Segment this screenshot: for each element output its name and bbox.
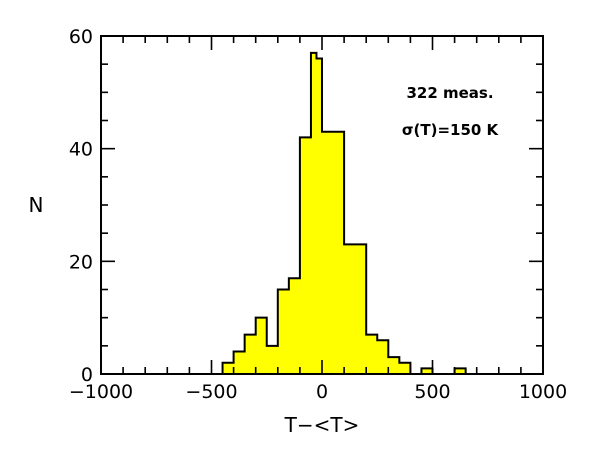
histogram-bin xyxy=(239,351,246,374)
histogram-bin xyxy=(344,244,351,374)
y-tick-label: 60 xyxy=(69,26,93,48)
histogram-bin xyxy=(421,368,428,374)
histogram-bin xyxy=(366,334,373,374)
histogram-bin xyxy=(228,362,234,374)
histogram-bin xyxy=(316,58,323,375)
histogram-bin xyxy=(277,289,284,374)
y-axis-title: N xyxy=(29,193,44,217)
x-tick-label: 500 xyxy=(414,381,450,403)
histogram-bin xyxy=(333,131,339,374)
axis-ticks xyxy=(100,35,544,375)
histogram-bin xyxy=(288,278,295,374)
histogram-bin xyxy=(327,131,334,374)
histogram-bins xyxy=(222,52,467,375)
histogram-bin xyxy=(305,137,312,374)
x-tick-label: 0 xyxy=(316,381,328,403)
histogram-bin xyxy=(233,351,240,374)
measurement-count-annotation: 322 meas. xyxy=(406,84,493,102)
histogram-bin xyxy=(222,362,229,374)
histogram-bin xyxy=(382,340,389,374)
histogram-bin xyxy=(426,368,433,374)
y-tick-label: 0 xyxy=(81,364,93,386)
histogram-bin xyxy=(322,131,328,374)
sigma-annotation: σ(T)=150 K xyxy=(402,121,500,139)
histogram-bin xyxy=(454,368,461,374)
histogram-bin xyxy=(360,244,367,374)
histogram-bin xyxy=(272,345,279,374)
histogram-bin xyxy=(250,334,257,374)
histogram-bin xyxy=(393,357,400,374)
histogram-bin xyxy=(244,334,251,374)
histogram-bin xyxy=(310,52,317,375)
x-tick-label: 1000 xyxy=(519,381,567,403)
histogram-bin xyxy=(371,334,378,374)
x-tick-label: −1000 xyxy=(69,381,133,403)
histogram-bin xyxy=(261,317,268,374)
histogram-bin xyxy=(355,244,362,374)
histogram-bin xyxy=(404,362,411,374)
histogram-bin xyxy=(255,317,262,374)
histogram-bin xyxy=(377,340,384,374)
y-tick-label: 40 xyxy=(69,139,93,161)
histogram-bin xyxy=(460,368,467,374)
y-tick-label: 20 xyxy=(69,251,93,273)
histogram-bin xyxy=(338,131,345,374)
histogram-bin xyxy=(283,289,290,374)
histogram-bin xyxy=(294,278,301,374)
x-axis-title: T−<T> xyxy=(284,413,360,437)
histogram-bin xyxy=(299,137,306,374)
axis-tick-labels: −1000 −500 0 500 1000 0 20 40 60 xyxy=(69,26,567,403)
histogram-bin xyxy=(266,345,273,374)
histogram-bin xyxy=(388,357,395,374)
x-tick-label: −500 xyxy=(185,381,237,403)
histogram-bin xyxy=(399,362,406,374)
histogram-bin xyxy=(349,244,356,374)
